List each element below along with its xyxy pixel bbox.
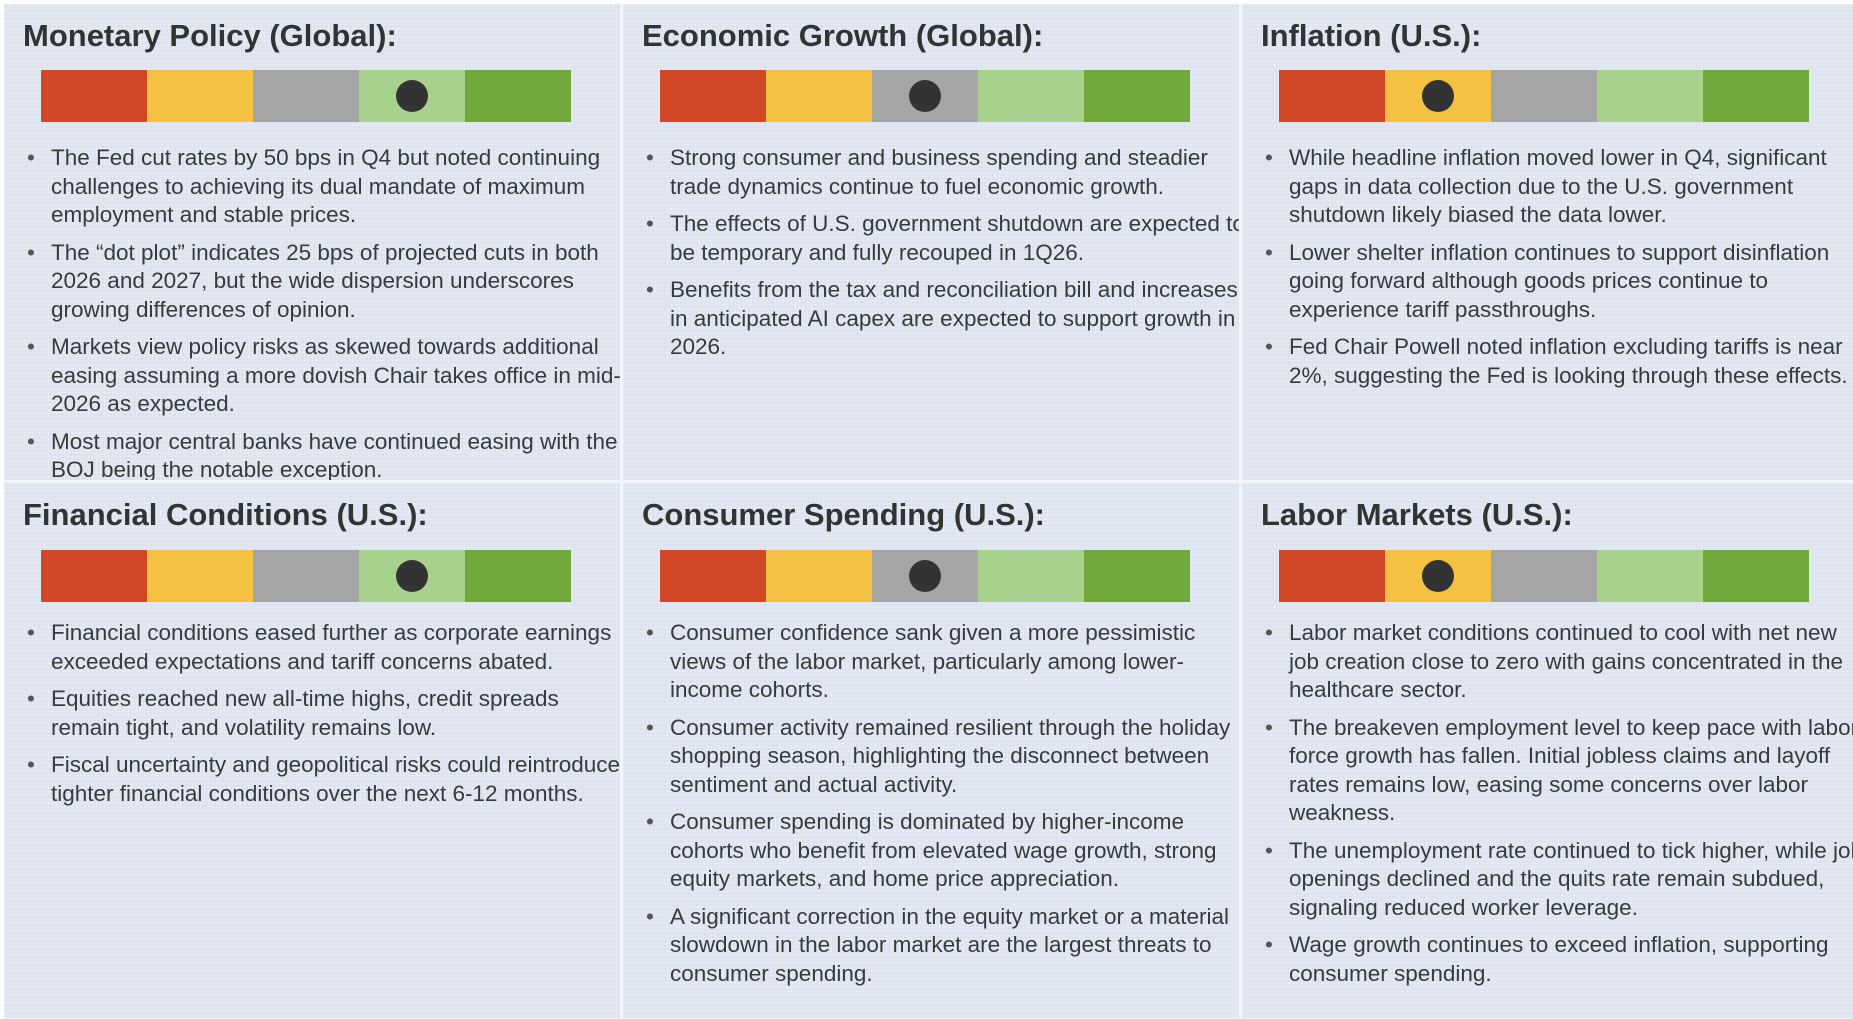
bullet: While headline inflation moved lower in … (1265, 144, 1853, 230)
gauge-dot (396, 80, 428, 112)
bullet: Consumer spending is dominated by higher… (646, 808, 1239, 894)
gauge-segment (1597, 70, 1703, 122)
panel-title: Labor Markets (U.S.): (1261, 497, 1573, 532)
panel-title: Financial Conditions (U.S.): (23, 497, 428, 532)
gauge-segment (41, 70, 147, 122)
gauge-segment (147, 70, 253, 122)
gauge (660, 550, 1190, 602)
panel: Inflation (U.S.): While headline inflatio… (1242, 4, 1853, 480)
gauge-segment (1703, 70, 1809, 122)
panel: Financial Conditions (U.S.): Financial co… (4, 483, 620, 1018)
gauge-segment (1491, 550, 1597, 602)
gauge (1279, 70, 1809, 122)
gauge-segment (1385, 550, 1491, 602)
bullet: Markets view policy risks as skewed towa… (27, 333, 620, 419)
gauge-segment (465, 550, 571, 602)
gauge-dot (909, 80, 941, 112)
bullet: Consumer confidence sank given a more pe… (646, 619, 1239, 705)
gauge-segment (1279, 550, 1385, 602)
gauge (1279, 550, 1809, 602)
bullet: A significant correction in the equity m… (646, 903, 1239, 989)
bullet: Lower shelter inflation continues to sup… (1265, 239, 1853, 325)
gauge-segment (359, 70, 465, 122)
panel-title: Inflation (U.S.): (1261, 18, 1482, 53)
gauge-dot (396, 560, 428, 592)
gauge-segment (253, 70, 359, 122)
bullet: The Fed cut rates by 50 bps in Q4 but no… (27, 144, 620, 230)
panel: Monetary Policy (Global): The Fed cut rat… (4, 4, 620, 480)
gauge-segment (872, 550, 978, 602)
panel: Labor Markets (U.S.): Labor market condit… (1242, 483, 1853, 1018)
gauge-segment (1084, 70, 1190, 122)
bullet-list: Consumer confidence sank given a more pe… (642, 619, 1239, 997)
panel-title: Economic Growth (Global): (642, 18, 1044, 53)
gauge-dot (1422, 80, 1454, 112)
gauge (41, 70, 571, 122)
gauge-segment (660, 550, 766, 602)
bullet-list: The Fed cut rates by 50 bps in Q4 but no… (23, 144, 620, 480)
bullet: Benefits from the tax and reconciliation… (646, 276, 1239, 362)
gauge-segment (872, 70, 978, 122)
gauge-dot (909, 560, 941, 592)
gauge-segment (465, 70, 571, 122)
gauge-segment (253, 550, 359, 602)
gauge-segment (1279, 70, 1385, 122)
bullet: Strong consumer and business spending an… (646, 144, 1239, 201)
bullet: Equities reached new all-time highs, cre… (27, 685, 620, 742)
gauge-segment (1491, 70, 1597, 122)
gauge-dot (1422, 560, 1454, 592)
bullet: The “dot plot” indicates 25 bps of proje… (27, 239, 620, 325)
panel: Economic Growth (Global): Strong consumer… (623, 4, 1239, 480)
gauge-segment (766, 550, 872, 602)
gauge-segment (1385, 70, 1491, 122)
gauge (660, 70, 1190, 122)
gauge (41, 550, 571, 602)
bullet: Fed Chair Powell noted inflation excludi… (1265, 333, 1853, 390)
bullet-list: Financial conditions eased further as co… (23, 619, 620, 817)
gauge-segment (41, 550, 147, 602)
bullet: Labor market conditions continued to coo… (1265, 619, 1853, 705)
bullet: Wage growth continues to exceed inflatio… (1265, 931, 1853, 988)
panel: Consumer Spending (U.S.): Consumer confid… (623, 483, 1239, 1018)
bullet: The effects of U.S. government shutdown … (646, 210, 1239, 267)
panel-title: Monetary Policy (Global): (23, 18, 397, 53)
gauge-segment (1703, 550, 1809, 602)
gauge-segment (1597, 550, 1703, 602)
gauge-segment (1084, 550, 1190, 602)
gauge-segment (978, 550, 1084, 602)
gauge-segment (660, 70, 766, 122)
bullet: Financial conditions eased further as co… (27, 619, 620, 676)
bullet-list: Labor market conditions continued to coo… (1261, 619, 1853, 997)
bullet: Consumer activity remained resilient thr… (646, 714, 1239, 800)
bullet: The unemployment rate continued to tick … (1265, 837, 1853, 923)
panel-title: Consumer Spending (U.S.): (642, 497, 1045, 532)
bullet-list: While headline inflation moved lower in … (1261, 144, 1853, 399)
gauge-segment (978, 70, 1084, 122)
bullet-list: Strong consumer and business spending an… (642, 144, 1239, 371)
gauge-segment (147, 550, 253, 602)
dashboard: Monetary Policy (Global): The Fed cut rat… (4, 4, 1853, 1019)
gauge-segment (766, 70, 872, 122)
bullet: Most major central banks have continued … (27, 428, 620, 481)
bullet: Fiscal uncertainty and geopolitical risk… (27, 751, 620, 808)
bullet: The breakeven employment level to keep p… (1265, 714, 1853, 828)
gauge-segment (359, 550, 465, 602)
